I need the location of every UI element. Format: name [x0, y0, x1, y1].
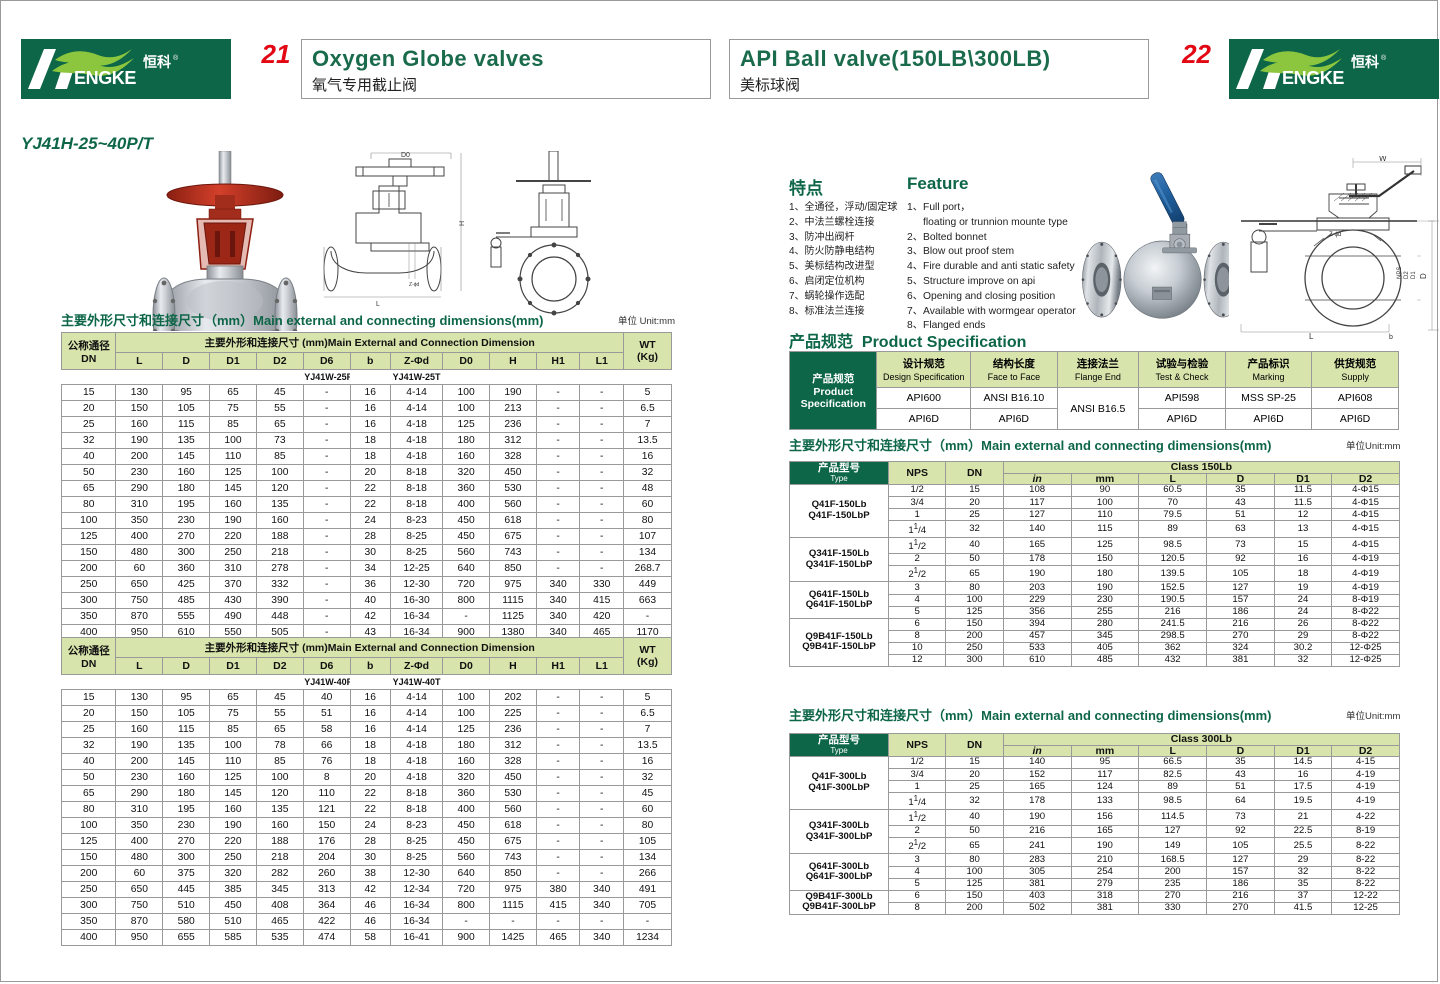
svg-text:H: H	[459, 221, 466, 226]
svg-text:Z-ϕd: Z-ϕd	[1329, 232, 1341, 238]
svg-text:L: L	[1309, 332, 1314, 341]
svg-text:D2: D2	[1404, 271, 1410, 279]
svg-text:恒科: 恒科	[143, 54, 171, 70]
svg-text:W: W	[1379, 156, 1387, 163]
svg-text:D0: D0	[401, 152, 410, 159]
svg-text:L: L	[376, 301, 380, 308]
svg-text:Z-ϕd: Z-ϕd	[409, 282, 420, 288]
svg-text:ENGKE: ENGKE	[1282, 68, 1344, 88]
svg-text:D1: D1	[1411, 271, 1417, 279]
svg-text:ENGKE: ENGKE	[74, 68, 136, 88]
svg-text:D: D	[1419, 273, 1428, 279]
svg-text:b: b	[1389, 334, 1393, 341]
svg-text:恒科: 恒科	[1351, 54, 1379, 70]
svg-text:NPS: NPS	[1397, 267, 1403, 279]
svg-text:®: ®	[1381, 54, 1387, 62]
svg-text:®: ®	[173, 54, 179, 62]
